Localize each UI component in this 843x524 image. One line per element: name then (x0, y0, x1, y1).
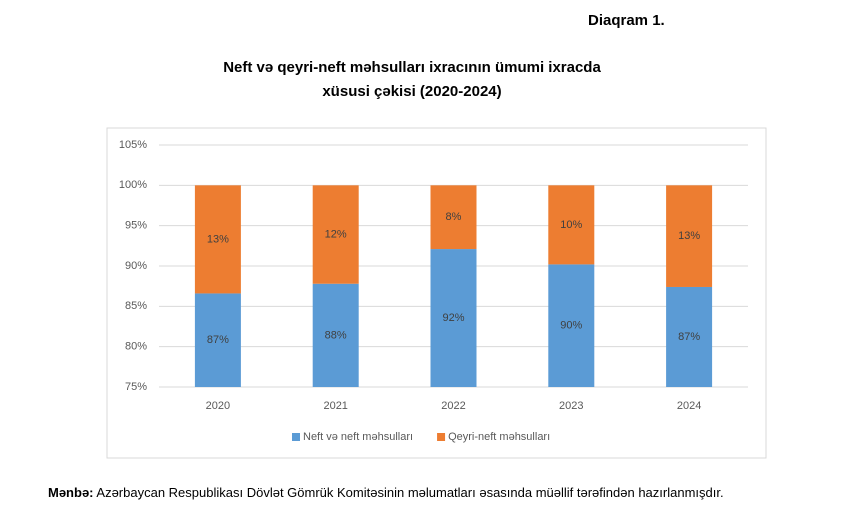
data-label: 90% (560, 320, 582, 332)
bar-segment (666, 286, 713, 387)
bar-segment (312, 185, 359, 284)
data-label: 87% (678, 331, 700, 343)
x-tick-label: 2022 (441, 400, 465, 412)
data-label: 87% (207, 334, 229, 346)
data-label: 13% (678, 230, 700, 242)
y-tick-label: 80% (125, 341, 147, 353)
y-tick-label: 90% (125, 260, 147, 272)
bar-segment (194, 185, 241, 294)
legend-label: Qeyri-neft məhsulları (448, 431, 550, 443)
x-tick-label: 2024 (677, 400, 701, 412)
data-label: 92% (442, 312, 464, 324)
data-label: 13% (207, 233, 229, 245)
y-tick-label: 105% (119, 139, 147, 151)
y-tick-label: 95% (125, 220, 147, 232)
bar-segment (548, 185, 595, 265)
source-note: Mənbə: Azərbaycan Respublikası Dövlət Gö… (48, 484, 775, 501)
bar-segment (312, 283, 359, 387)
legend-label: Neft və neft məhsulları (303, 431, 413, 443)
bar-segment (666, 185, 713, 287)
x-tick-label: 2021 (323, 400, 347, 412)
chart-title: Neft və qeyri-neft məhsulları ixracının … (223, 59, 601, 76)
x-tick-label: 2023 (559, 400, 583, 412)
chart-title: xüsusi çəkisi (2020-2024) (322, 83, 501, 100)
x-tick-label: 2020 (206, 400, 230, 412)
y-tick-label: 100% (119, 179, 147, 191)
y-tick-label: 85% (125, 300, 147, 312)
data-label: 10% (560, 219, 582, 231)
data-label: 8% (446, 211, 462, 223)
chart: Neft və qeyri-neft məhsulları ixracının … (106, 59, 767, 459)
source-text: Azərbaycan Respublikası Dövlət Gömrük Ko… (96, 485, 724, 500)
bar-segment (430, 249, 477, 387)
header: Diaqram 1. (588, 12, 665, 29)
source-label: Mənbə: (48, 485, 94, 500)
bar-segment (430, 185, 477, 250)
y-tick-label: 75% (125, 381, 147, 393)
legend-swatch (292, 433, 300, 441)
bar-segment (194, 293, 241, 387)
data-label: 12% (325, 228, 347, 240)
bar-segment (548, 264, 595, 387)
legend-swatch (437, 433, 446, 441)
data-label: 88% (325, 329, 347, 341)
